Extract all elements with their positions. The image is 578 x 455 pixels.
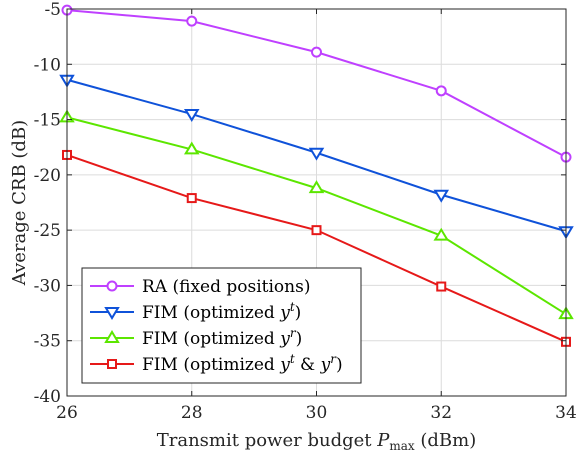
x-axis-label-subscript: max xyxy=(389,439,415,453)
x-axis-label-symbol: P xyxy=(376,430,390,451)
axis-ticks: 26 28 30 32 34 -5 -10 -15 -20 -25 -30 -35 -40 xyxy=(34,0,577,423)
legend-entry-3: FIM (optimized yt & yr) xyxy=(90,352,343,375)
square-marker xyxy=(107,359,117,369)
triangle-down-marker xyxy=(183,109,200,122)
legend-label-text: ) xyxy=(336,355,343,375)
legend-label-text: ) xyxy=(295,303,302,323)
legend-label: FIM (optimized yt) xyxy=(142,300,301,323)
x-axis-label-suffix: (dBm) xyxy=(415,430,477,451)
legend-entry-2: FIM (optimized yr) xyxy=(90,326,302,349)
legend-label: RA (fixed positions) xyxy=(142,277,310,297)
y-axis-label: Average CRB (dB) xyxy=(9,120,30,286)
square-marker xyxy=(436,281,447,292)
legend-label-superscript: r xyxy=(330,352,337,366)
x-axis-label: Transmit power budget Pmax (dBm) xyxy=(157,430,477,453)
legend-label: FIM (optimized yt & yr) xyxy=(142,352,343,375)
y-tick-label: -30 xyxy=(34,276,61,296)
legend-label-text: RA (fixed positions) xyxy=(142,277,310,297)
triangle-down-marker xyxy=(104,307,120,320)
legend-label-text: FIM (optimized xyxy=(142,303,280,323)
legend-label-text: FIM (optimized xyxy=(142,355,280,375)
y-tick-label: -35 xyxy=(34,332,61,352)
y-tick-label: -15 xyxy=(34,111,61,131)
legend-label-symbol: y xyxy=(279,303,290,323)
triangle-down-marker xyxy=(433,189,450,203)
circle-marker xyxy=(106,280,118,292)
legend-label-superscript: t xyxy=(290,300,295,314)
x-tick-label: 34 xyxy=(555,403,577,423)
triangle-up-marker xyxy=(183,141,200,155)
legend-label: FIM (optimized yr) xyxy=(142,326,302,349)
square-marker xyxy=(186,193,197,204)
triangle-down-marker xyxy=(308,147,325,161)
x-axis-label-prefix: Transmit power budget xyxy=(157,430,377,451)
legend-label-text: & xyxy=(295,355,321,375)
triangle-up-marker xyxy=(104,330,120,343)
x-tick-label: 32 xyxy=(430,403,452,423)
y-tick-label: -40 xyxy=(34,387,61,407)
y-tick-label: -25 xyxy=(34,221,61,241)
circle-marker xyxy=(186,15,198,27)
series-group xyxy=(59,4,574,347)
circle-marker xyxy=(311,46,322,58)
y-tick-label: -10 xyxy=(34,55,61,75)
legend-label-symbol: y xyxy=(320,355,331,375)
x-tick-label: 28 xyxy=(181,403,203,423)
legend-entry-0: RA (fixed positions) xyxy=(90,277,310,297)
x-tick-label: 30 xyxy=(306,403,328,423)
legend-label-superscript: t xyxy=(290,352,295,366)
legend-entry-1: FIM (optimized yt) xyxy=(90,300,301,323)
triangle-up-marker xyxy=(433,227,450,241)
legend: RA (fixed positions)FIM (optimized yt)FI… xyxy=(81,267,362,384)
legend-label-text: ) xyxy=(296,329,303,349)
square-marker xyxy=(311,225,322,236)
legend-label-symbol: y xyxy=(279,355,290,375)
circle-marker xyxy=(435,85,447,97)
y-tick-label: -5 xyxy=(44,0,61,20)
x-tick-label: 26 xyxy=(56,403,78,423)
legend-label-text: FIM (optimized xyxy=(142,329,280,349)
legend-label-superscript: r xyxy=(290,326,297,340)
legend-label-symbol: y xyxy=(279,329,290,349)
y-tick-label: -20 xyxy=(34,166,61,186)
triangle-up-marker xyxy=(308,180,325,194)
